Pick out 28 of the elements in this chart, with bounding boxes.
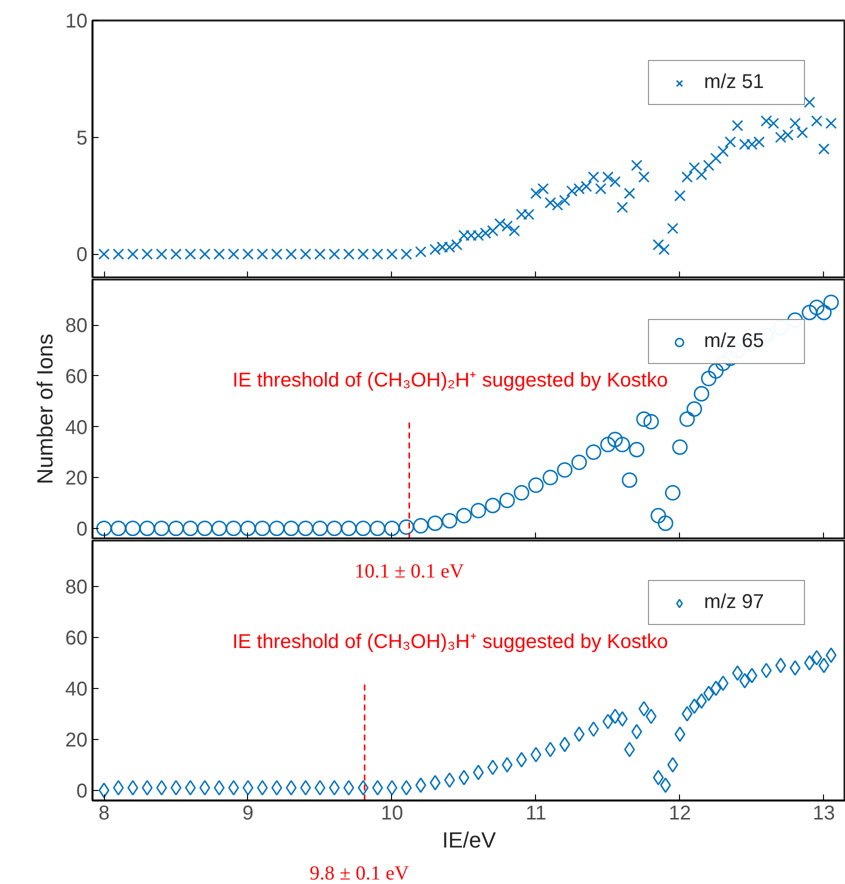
y-tick-label: 60	[65, 366, 88, 388]
ref-line-label: 10.1 ± 0.1 eV	[354, 560, 464, 583]
y-tick-label: 10	[65, 10, 88, 32]
x-tick-label: 8	[98, 802, 110, 824]
y-tick-label: 5	[76, 127, 88, 150]
y-tick-label: 0	[76, 780, 88, 802]
y-tick-label: 0	[76, 518, 88, 540]
x-tick-label: 11	[526, 802, 546, 824]
y-tick-label: 20	[65, 729, 88, 752]
x-axis-title: IE/eV	[442, 828, 496, 852]
legend-label: m/z 65	[704, 330, 766, 353]
ref-line-label: 9.8 ± 0.1 eV	[310, 862, 410, 884]
y-tick-label: 0	[76, 244, 88, 266]
x-tick-label: 10	[380, 802, 404, 824]
y-axis-title: Number of Ions	[32, 334, 58, 484]
annotation: IE threshold of (CH₃OH)₃H⁺ suggested by Kostko	[232, 630, 668, 653]
y-tick-label: 40	[65, 678, 88, 700]
y-tick-label: 80	[65, 315, 88, 338]
x-tick-label: 12	[668, 802, 692, 824]
y-tick-label: 40	[65, 416, 88, 439]
x-tick-label: 13	[812, 802, 836, 824]
annotation: IE threshold of (CH₃OH)₂H⁺ suggested by Kostko	[232, 370, 668, 392]
y-tick-label: 60	[65, 627, 88, 650]
y-tick-label: 80	[65, 576, 88, 598]
legend-label: m/z 97	[704, 591, 766, 614]
y-tick-label: 20	[65, 468, 88, 490]
x-tick-label: 9	[242, 802, 254, 824]
legend-label: m/z 51	[704, 71, 766, 94]
